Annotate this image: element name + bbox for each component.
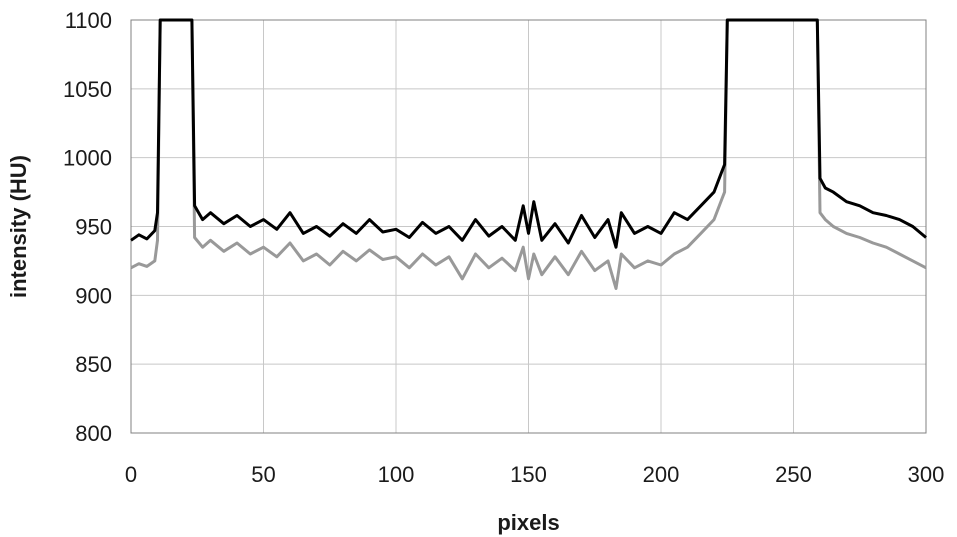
series-line-1	[130, 18, 927, 249]
y-axis-tick-labels: 800 850 900 950 1000 1050 1100	[63, 8, 112, 446]
x-tick-label: 250	[775, 462, 812, 487]
x-tick-label: 100	[378, 462, 415, 487]
x-tick-label: 300	[908, 462, 945, 487]
x-tick-label: 150	[510, 462, 547, 487]
x-tick-label: 0	[125, 462, 137, 487]
plot-area-frame	[130, 19, 927, 434]
x-tick-label: 200	[643, 462, 680, 487]
y-tick-label: 1000	[63, 146, 112, 171]
y-tick-label: 850	[75, 352, 112, 377]
y-tick-label: 950	[75, 215, 112, 240]
y-tick-label: 1050	[63, 77, 112, 102]
x-axis-title: pixels	[497, 510, 559, 535]
x-axis-tick-labels: 0 50 100 150 200 250 300	[125, 462, 944, 487]
x-tick-label: 50	[251, 462, 275, 487]
y-tick-label: 900	[75, 283, 112, 308]
series-layer	[130, 18, 927, 290]
y-axis-title: intensity (HU)	[6, 155, 31, 298]
y-tick-label: 800	[75, 421, 112, 446]
y-tick-label: 1100	[65, 8, 112, 33]
